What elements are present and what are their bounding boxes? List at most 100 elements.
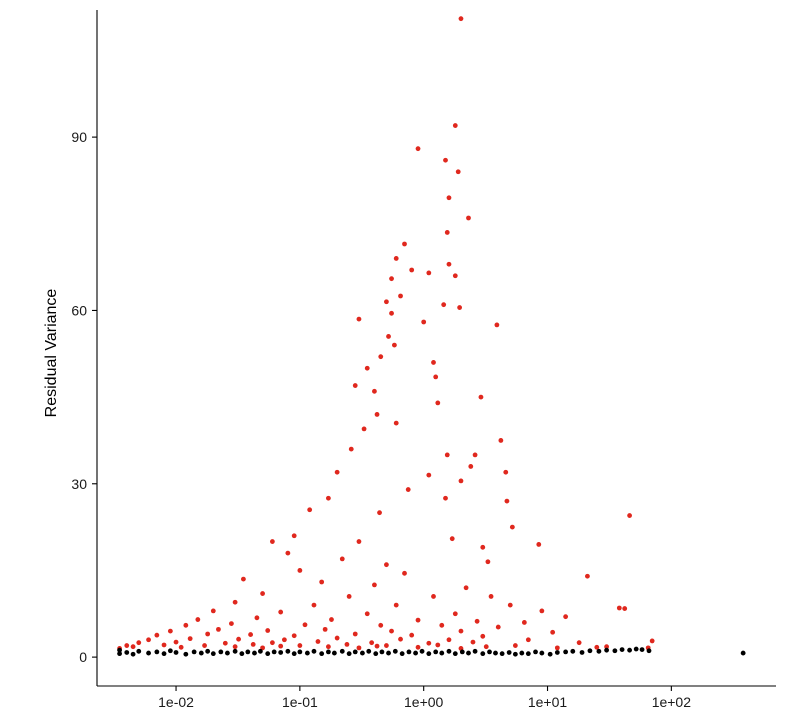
data-point [539, 650, 545, 656]
y-tick-label: 30 [71, 476, 87, 492]
data-point [466, 650, 471, 656]
data-point [398, 636, 403, 642]
data-point [409, 632, 415, 638]
data-point [468, 464, 474, 469]
data-point [633, 646, 639, 652]
data-point [278, 643, 284, 649]
data-point [257, 648, 263, 654]
data-point [265, 628, 271, 633]
data-point [167, 648, 173, 654]
data-point [421, 319, 427, 325]
data-point [250, 642, 256, 647]
data-point [452, 651, 458, 657]
data-point [646, 648, 652, 654]
data-point [146, 637, 151, 643]
data-point [319, 579, 325, 585]
data-point [154, 632, 160, 638]
data-point [426, 472, 432, 478]
x-tick-label: 1e+00 [404, 694, 444, 710]
data-point [452, 273, 458, 279]
data-point [452, 123, 458, 128]
data-point [627, 513, 632, 518]
data-point [369, 640, 375, 646]
data-point [124, 643, 130, 648]
data-point [480, 651, 486, 657]
data-point [426, 270, 432, 276]
data-point [210, 608, 216, 614]
data-point [326, 495, 331, 501]
data-point [339, 648, 345, 654]
data-point [494, 322, 500, 328]
data-point [269, 539, 275, 544]
data-point [291, 651, 297, 657]
data-point [356, 645, 362, 651]
data-point [352, 383, 358, 388]
data-point [386, 650, 391, 656]
data-point [458, 16, 464, 22]
data-point [187, 636, 193, 642]
data-point [364, 611, 370, 617]
data-point [372, 388, 377, 394]
data-point [245, 649, 251, 655]
data-point [384, 562, 389, 568]
data-point [373, 651, 379, 657]
data-point [402, 570, 407, 576]
data-point [326, 649, 331, 655]
data-point [563, 649, 569, 655]
y-tick-label: 0 [79, 649, 87, 665]
data-point [587, 648, 593, 654]
data-point [446, 195, 452, 201]
data-point [225, 650, 230, 656]
data-point [210, 651, 216, 657]
x-tick-label: 1e+02 [652, 694, 692, 710]
data-point [374, 643, 380, 649]
data-point [463, 585, 469, 591]
data-point [297, 649, 303, 655]
data-point [183, 622, 189, 628]
data-point [117, 647, 122, 653]
data-point [278, 609, 284, 615]
data-point [570, 648, 576, 654]
data-point [485, 559, 491, 565]
data-point [218, 649, 224, 655]
data-point [612, 648, 618, 654]
data-point [124, 650, 130, 655]
data-point [406, 649, 412, 655]
data-point [616, 605, 622, 611]
data-point [254, 615, 260, 621]
data-point [740, 650, 746, 656]
data-point [195, 617, 201, 622]
data-point [346, 651, 352, 657]
data-point [413, 650, 418, 656]
data-point [216, 626, 221, 632]
data-point [449, 536, 455, 542]
data-point [252, 650, 257, 656]
data-point [378, 354, 384, 360]
data-point [307, 507, 313, 513]
data-point [205, 648, 211, 654]
data-point [443, 157, 448, 163]
data-point [389, 276, 394, 282]
data-point [433, 649, 439, 655]
data-point [360, 650, 365, 656]
data-point [271, 649, 277, 655]
data-point [265, 651, 271, 657]
data-point [507, 602, 513, 608]
data-point [260, 591, 265, 596]
data-point [278, 650, 284, 655]
data-point [329, 617, 334, 622]
data-point [372, 582, 377, 588]
data-point [356, 539, 362, 544]
data-point [364, 365, 370, 371]
data-point [547, 651, 553, 657]
data-point [161, 642, 167, 648]
data-point [509, 524, 515, 530]
data-point [339, 556, 345, 562]
data-point [384, 643, 389, 648]
data-point [563, 614, 569, 620]
data-point [198, 650, 204, 656]
data-point [344, 642, 350, 647]
data-point [487, 649, 492, 655]
data-point [433, 374, 439, 380]
data-point [415, 146, 421, 152]
